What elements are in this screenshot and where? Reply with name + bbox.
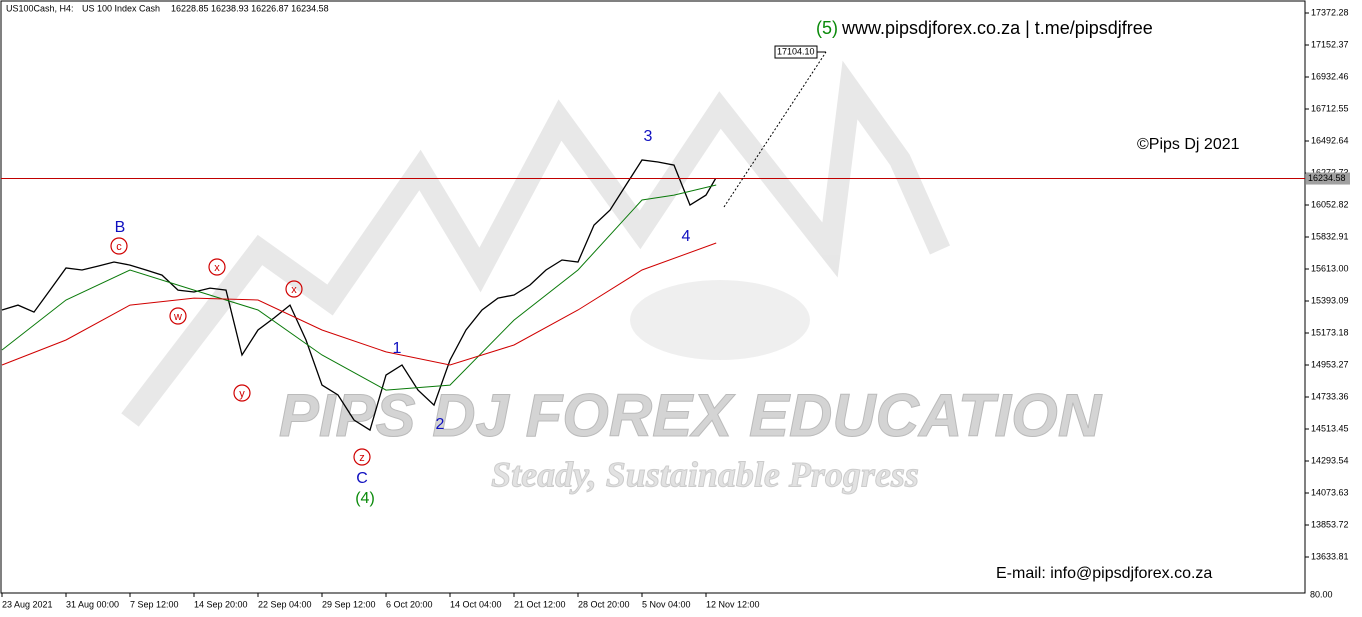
y-tick-label: 14073.63 (1311, 487, 1349, 497)
symbol: US100Cash, H4: (6, 3, 74, 13)
wave-label: 3 (644, 128, 653, 145)
x-tick-label: 5 Nov 04:00 (642, 599, 691, 609)
moving-average (1, 242, 717, 366)
y-tick-label: 17372.28 (1311, 7, 1349, 17)
wave-label: x (214, 262, 220, 274)
current-price-label: 16234.58 (1308, 173, 1346, 183)
x-tick-label: 31 Aug 00:00 (66, 599, 119, 609)
watermark-title: PIPS DJ FOREX EDUCATION (279, 382, 1103, 449)
x-tick-label: 29 Sep 12:00 (322, 599, 376, 609)
watermark (121, 60, 951, 427)
x-tick-label: 6 Oct 20:00 (386, 599, 433, 609)
y-tick-label: 16492.64 (1311, 135, 1349, 145)
y-tick-label: 17152.37 (1311, 39, 1349, 49)
wave-label: w (173, 311, 182, 323)
y-tick-label: 14293.54 (1311, 455, 1349, 465)
y-tick-label: 15832.91 (1311, 231, 1349, 241)
x-tick-label: 7 Sep 12:00 (130, 599, 179, 609)
current-price-box (1306, 172, 1350, 185)
y-tick-label: 14733.36 (1311, 391, 1349, 401)
wave-circle (110, 237, 128, 255)
wave-circle (233, 384, 251, 402)
wave-5-label: (5) (816, 18, 838, 38)
y-tick-label: 15613.00 (1311, 263, 1349, 273)
ohlc: 16228.85 16238.93 16226.87 16234.58 (171, 3, 329, 13)
x-tick-label: 28 Oct 20:00 (578, 599, 630, 609)
x-tick-label: 12 Nov 12:00 (706, 599, 760, 609)
wave-label: y (239, 388, 245, 400)
target-label: 17104.10 (777, 46, 815, 56)
watermark-slogan: Steady, Sustainable Progress (491, 454, 919, 494)
email: E-mail: info@pipsdjforex.co.za (996, 565, 1212, 582)
description: US 100 Index Cash (82, 3, 160, 13)
indicator-label: 80.00 (1310, 589, 1333, 599)
y-tick-label: 15393.09 (1311, 295, 1349, 305)
x-tick-label: 14 Oct 04:00 (450, 599, 502, 609)
wave-circle (353, 448, 371, 466)
y-tick-label: 13633.81 (1311, 551, 1349, 561)
x-tick-label: 23 Aug 2021 (2, 599, 53, 609)
wave-label: C (356, 470, 368, 487)
moving-average (1, 184, 717, 391)
target-box (774, 45, 818, 59)
wave-label: 1 (393, 340, 402, 357)
y-tick-label: 16932.46 (1311, 71, 1349, 81)
y-tick-label: 14953.27 (1311, 359, 1349, 369)
x-tick-label: 14 Sep 20:00 (194, 599, 248, 609)
site: www.pipsdjforex.co.za | t.me/pipsdjfree (841, 18, 1153, 38)
wave-label: 4 (682, 228, 691, 245)
wave-label: z (359, 452, 365, 464)
y-tick-label: 16052.82 (1311, 199, 1349, 209)
wave-label: B (115, 219, 126, 236)
wave-label: 2 (436, 416, 445, 433)
copyright: ©Pips Dj 2021 (1137, 136, 1240, 153)
watermark-shape (121, 60, 951, 427)
wave-circle (285, 280, 303, 298)
wave-circle (208, 258, 226, 276)
x-tick-label: 21 Oct 12:00 (514, 599, 566, 609)
y-tick-label: 16712.55 (1311, 103, 1349, 113)
price-line (1, 159, 717, 432)
wave-label: (4) (355, 490, 375, 507)
y-tick-label: 16272.73 (1311, 167, 1349, 177)
watermark-shape (630, 280, 810, 360)
x-tick-label: 22 Sep 04:00 (258, 599, 312, 609)
plot-frame (0, 0, 1306, 594)
wave-label: x (291, 284, 297, 296)
y-tick-label: 13853.72 (1311, 519, 1349, 529)
y-tick-label: 15173.18 (1311, 327, 1349, 337)
target-projection (723, 51, 827, 208)
wave-circle (169, 307, 187, 325)
wave-label: c (116, 241, 122, 253)
y-tick-label: 14513.45 (1311, 423, 1349, 433)
